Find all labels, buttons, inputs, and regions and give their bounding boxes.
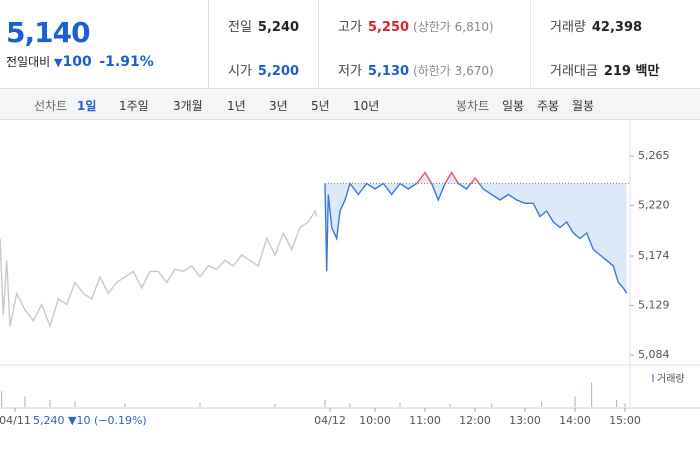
volume-bar xyxy=(574,396,576,407)
change-label: 전일대비 xyxy=(6,55,51,69)
stat: 거래량 42,398 xyxy=(550,16,642,35)
volume-bar xyxy=(199,402,201,407)
stat-value: 42,398 xyxy=(591,20,643,35)
stat: 시가 5,200 xyxy=(228,60,299,79)
price-line xyxy=(0,209,318,329)
x-tick-label: 14:00 xyxy=(559,414,591,427)
x-tick-label: 11:00 xyxy=(409,414,441,427)
stat-note: (상한가 6,810) xyxy=(413,20,494,34)
volume-bar xyxy=(591,382,593,407)
tab[interactable]: 3개월 xyxy=(173,99,203,113)
stat-value: 219 백만 xyxy=(603,64,660,79)
tab[interactable]: 5년 xyxy=(311,99,330,113)
change: 전일대비 ▼100 -1.91% xyxy=(6,54,154,70)
y-tick-label: 5,129 xyxy=(638,299,670,312)
stat-label: 고가 xyxy=(338,20,362,35)
stat: 저가 5,130 (하한가 3,670) xyxy=(338,60,494,79)
volume-bar xyxy=(399,402,401,407)
stat-label: 시가 xyxy=(228,64,252,79)
volume-bar xyxy=(49,400,51,407)
volume-bar xyxy=(324,400,326,407)
stat-label: 거래량 xyxy=(550,20,586,35)
volume-bar xyxy=(541,401,543,407)
divider xyxy=(318,0,319,88)
volume-bar xyxy=(449,404,451,407)
stat-label: 저가 xyxy=(338,64,362,79)
header: 5,140 전일대비 ▼100 -1.91% 전일 5,240 고가 5,250 (상한… xyxy=(0,0,700,89)
tab[interactable]: 일봉 xyxy=(502,99,525,113)
stat-value: 5,130 xyxy=(367,64,410,79)
volume-bar xyxy=(24,396,26,407)
legend-swatch xyxy=(652,374,654,382)
stat-value: 5,250 xyxy=(367,20,410,35)
tab[interactable]: 10년 xyxy=(353,99,380,113)
x-tick-label: 12:00 xyxy=(459,414,491,427)
volume-bar xyxy=(349,403,351,407)
stat-note: (하한가 3,670) xyxy=(413,64,494,78)
volume-bar xyxy=(274,404,276,407)
volume-bar xyxy=(624,403,626,407)
price: 5,140 xyxy=(6,16,91,49)
tab[interactable]: 1일 xyxy=(77,99,97,113)
x-tick-label: 04/12 xyxy=(314,414,346,427)
tab[interactable]: 3년 xyxy=(269,99,288,113)
tab-bar: 선차트 1일 1주일 3개월 1년 3년 5년 10년 봉차트 일봉 주봉 월봉 xyxy=(0,89,700,120)
prev-note: 5,240 ▼10 (−0.19%) xyxy=(33,414,147,427)
area-fill xyxy=(325,172,627,294)
volume-bar xyxy=(491,403,493,407)
tab-group-label: 선차트 xyxy=(34,99,68,113)
x-tick-label: 15:00 xyxy=(609,414,641,427)
price-box: 5,140 전일대비 ▼100 -1.91% xyxy=(0,0,209,88)
volume-bar xyxy=(1,391,3,407)
stat-label: 거래대금 xyxy=(550,64,598,79)
y-tick-label: 5,220 xyxy=(638,198,670,211)
y-tick-label: 5,084 xyxy=(638,348,670,361)
volume-bar xyxy=(74,401,76,407)
x-tick-label: 10:00 xyxy=(359,414,391,427)
stat-value: 5,240 xyxy=(257,20,300,35)
stat: 거래대금 219 백만 xyxy=(550,60,659,79)
prev-pct: (−0.19%) xyxy=(93,414,147,427)
stat-label: 전일 xyxy=(228,20,252,35)
change-pct: -1.91% xyxy=(99,54,154,70)
volume-bar xyxy=(616,400,618,407)
y-tick-label: 5,265 xyxy=(638,149,670,162)
volume-bar xyxy=(124,403,126,407)
tab[interactable]: 1주일 xyxy=(119,99,149,113)
divider xyxy=(530,0,531,88)
x-tick-label: 04/11 xyxy=(0,414,31,427)
tab[interactable]: 월봉 xyxy=(572,99,595,113)
x-tick-label: 13:00 xyxy=(509,414,541,427)
price-line xyxy=(324,171,628,294)
stat-value: 5,200 xyxy=(257,64,300,79)
legend-label: 거래량 xyxy=(657,373,685,385)
stat: 고가 5,250 (상한가 6,810) xyxy=(338,16,494,35)
tab[interactable]: 주봉 xyxy=(537,99,560,113)
tab-group-label: 봉차트 xyxy=(456,99,490,113)
prev-change: 10 xyxy=(76,414,91,427)
tab[interactable]: 1년 xyxy=(227,99,246,113)
change-value: 100 xyxy=(62,54,92,70)
y-tick-label: 5,174 xyxy=(638,249,670,262)
prev-price: 5,240 xyxy=(33,414,65,427)
stat: 전일 5,240 xyxy=(228,16,299,35)
